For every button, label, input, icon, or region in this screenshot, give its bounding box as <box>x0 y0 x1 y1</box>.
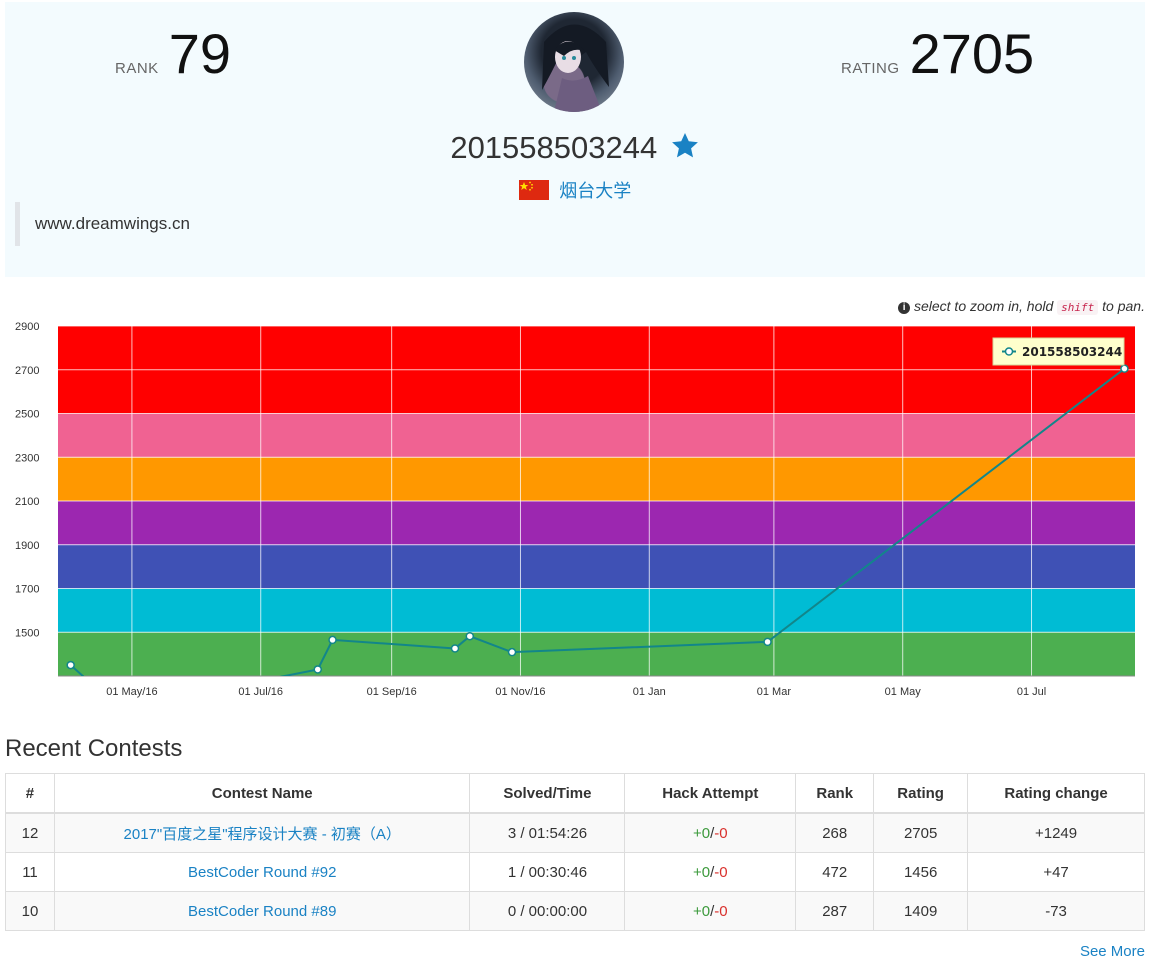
chart-zoom-hint: i select to zoom in, hold shift to pan. <box>898 298 1145 315</box>
rating-point <box>507 647 517 657</box>
hint-text-after: to pan. <box>1102 298 1145 314</box>
username-row: 201558503244 <box>5 130 1145 166</box>
y-tick-label: 1500 <box>15 627 39 639</box>
x-tick-label: 01 May/16 <box>106 686 157 698</box>
y-tick-label: 2700 <box>15 365 39 377</box>
rating-point <box>763 637 772 647</box>
hack-success: +0 <box>693 863 711 881</box>
rating-band <box>58 457 1135 501</box>
rank-value: 79 <box>168 22 231 85</box>
contest-rank: 287 <box>795 891 875 931</box>
table-row: 11 BestCoder Round #92 1 / 00:30:46 +0/-… <box>5 852 1145 892</box>
x-tick-label: 01 Jan <box>633 686 666 698</box>
contest-solved: 0 / 00:00:00 <box>469 891 626 931</box>
see-more-link[interactable]: See More <box>1079 943 1145 960</box>
table-row: 12 2017"百度之星"程序设计大赛 - 初赛（A） 3 / 01:54:26… <box>5 812 1145 853</box>
rating-point <box>66 660 75 670</box>
recent-contests-title: Recent Contests <box>5 735 183 762</box>
header-rating-change: Rating change <box>967 773 1145 814</box>
hack-success: +0 <box>693 902 711 920</box>
contest-hack: +0/-0 <box>624 812 797 853</box>
hint-key: shift <box>1057 300 1099 315</box>
contest-rank: 268 <box>795 812 875 853</box>
username: 201558503244 <box>450 130 658 165</box>
y-tick-label: 2500 <box>15 409 39 421</box>
hack-fail: -0 <box>714 824 728 842</box>
hack-fail: -0 <box>714 863 728 881</box>
rating-chart[interactable]: 1500 1700 1900 2100 2300 2500 2700 2900 01 May/1… <box>0 316 1153 716</box>
legend-label: 201558503244 <box>1022 345 1122 359</box>
table-header-row: # Contest Name Solved/Time Hack Attempt … <box>5 773 1145 814</box>
y-tick-label: 2100 <box>15 496 39 508</box>
hint-text-before: select to zoom in, hold <box>913 298 1054 314</box>
contest-rank: 472 <box>795 852 875 892</box>
rating-point <box>313 665 322 674</box>
rating-band <box>58 501 1135 545</box>
x-tick-label: 01 Mar <box>757 686 792 698</box>
header-rating: Rating <box>873 773 969 814</box>
hack-success: +0 <box>693 824 711 842</box>
y-tick-label: 2900 <box>15 321 39 333</box>
contest-name-link[interactable]: BestCoder Round #92 <box>188 863 337 881</box>
school-link[interactable]: 烟台大学 <box>559 181 632 201</box>
contest-hack: +0/-0 <box>624 852 797 892</box>
rating-label: RATING <box>841 60 900 77</box>
y-tick-label: 1900 <box>15 540 39 552</box>
header-hack-attempt: Hack Attempt <box>624 773 797 814</box>
contest-rating: 1456 <box>873 852 969 892</box>
contest-rating-change: +1249 <box>967 812 1145 853</box>
contest-hack: +0/-0 <box>624 891 797 931</box>
header-id: # <box>5 773 55 814</box>
x-tick-label: 01 Jul <box>1017 686 1046 698</box>
avatar <box>524 12 624 112</box>
legend-swatch-icon <box>1004 347 1014 356</box>
contest-id: 12 <box>5 812 55 853</box>
rating-band <box>58 632 1135 676</box>
contest-id: 10 <box>5 891 55 931</box>
rating-point <box>465 631 475 641</box>
contest-rating-change: -73 <box>967 891 1145 931</box>
contest-id: 11 <box>5 852 55 892</box>
china-flag-icon <box>518 180 549 200</box>
rating-band <box>58 544 1135 589</box>
rating-point <box>328 635 337 645</box>
recent-contests-table: # Contest Name Solved/Time Hack Attempt … <box>5 773 1145 931</box>
header-rank: Rank <box>795 773 875 814</box>
x-tick-label: 01 Nov/16 <box>495 686 545 698</box>
x-tick-label: 01 May <box>885 686 922 698</box>
rating-band <box>58 413 1135 458</box>
rating-band <box>58 588 1135 633</box>
profile-card: RANK 79 RATING 2705 201558503244 <box>5 2 1145 277</box>
table-row: 10 BestCoder Round #89 0 / 00:00:00 +0/-… <box>5 891 1145 931</box>
x-tick-label: 01 Jul/16 <box>238 686 283 698</box>
contest-rating: 2705 <box>873 812 969 853</box>
x-tick-label: 01 Sep/16 <box>367 686 417 698</box>
rank-label: RANK <box>115 60 159 77</box>
star-icon <box>670 132 700 165</box>
y-tick-label: 2300 <box>15 452 39 464</box>
school-row: 烟台大学 <box>5 177 1145 203</box>
contest-name-link[interactable]: 2017"百度之星"程序设计大赛 - 初赛（A） <box>123 825 401 843</box>
rating-stat: RATING 2705 <box>841 22 1034 86</box>
contest-solved: 3 / 01:54:26 <box>469 812 626 853</box>
contest-rating: 1409 <box>873 891 969 931</box>
y-tick-label: 1700 <box>15 584 39 596</box>
header-solved-time: Solved/Time <box>469 773 626 814</box>
header-contest-name: Contest Name <box>53 773 471 814</box>
rating-point <box>450 644 460 653</box>
info-icon: i <box>898 302 911 314</box>
rating-value: 2705 <box>909 22 1035 85</box>
motto-quote: www.dreamwings.cn <box>15 202 190 246</box>
contest-name-link[interactable]: BestCoder Round #89 <box>188 902 337 920</box>
contest-rating-change: +47 <box>967 852 1145 892</box>
rating-point <box>1120 364 1129 373</box>
contest-solved: 1 / 00:30:46 <box>469 852 626 892</box>
rank-stat: RANK 79 <box>115 22 231 86</box>
hack-fail: -0 <box>714 902 728 920</box>
